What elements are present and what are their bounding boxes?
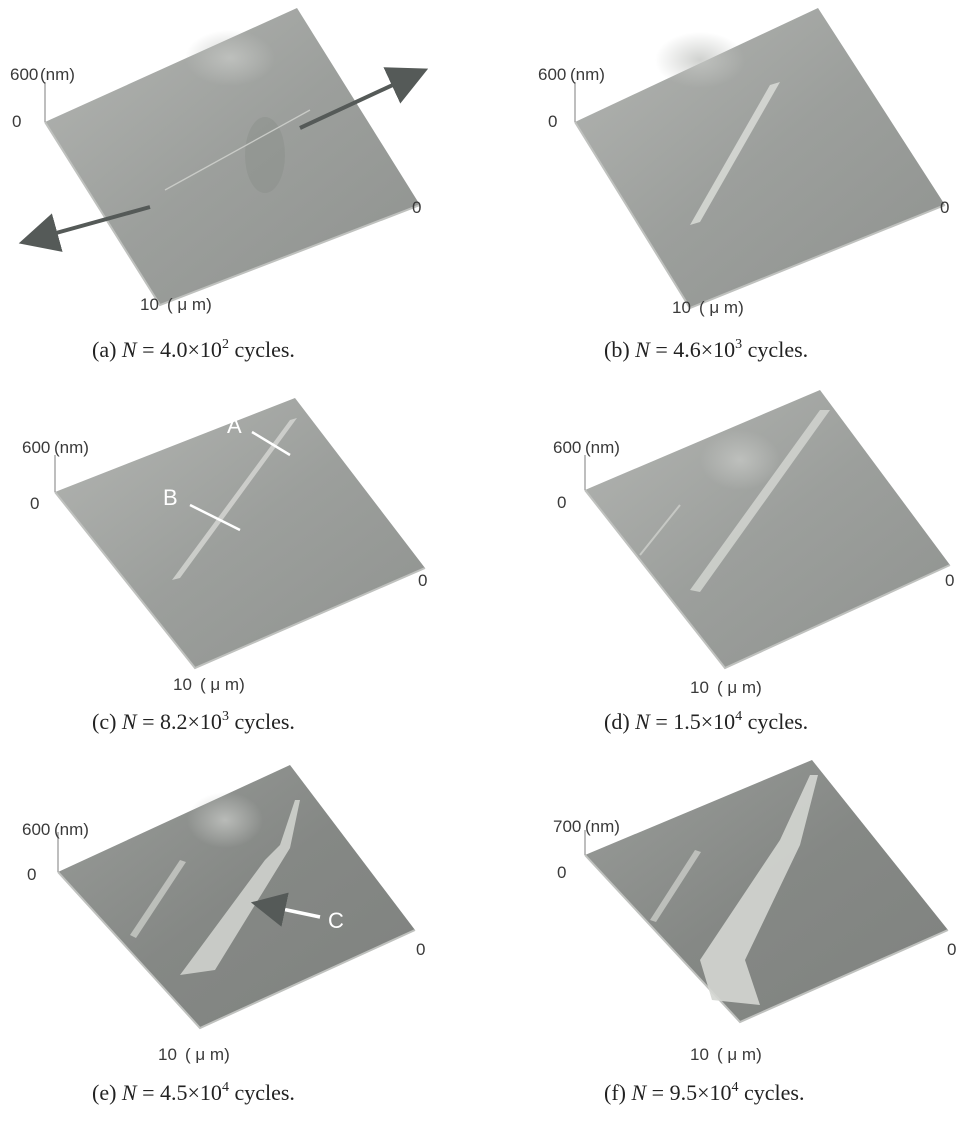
x-unit-e: ( μ m) xyxy=(185,1045,230,1064)
crack-d xyxy=(690,410,830,592)
x-max-a: 10 xyxy=(140,295,159,314)
caption-d: (d) N = 1.5×104 cycles. xyxy=(604,709,808,734)
x-max-c: 10 xyxy=(173,675,192,694)
secondary-crack-e xyxy=(130,860,186,938)
surface-a xyxy=(45,8,420,305)
growth-arrow-a-2 xyxy=(18,205,151,252)
bump-a xyxy=(185,30,275,86)
z-max-a: 600 xyxy=(10,65,38,84)
x-unit-c: ( μ m) xyxy=(200,675,245,694)
z-unit-c: (nm) xyxy=(54,438,89,457)
y-zero-d: 0 xyxy=(945,571,954,590)
panel-c: A B 600 (nm) 0 0 10 ( μ m) (c) N = 8.2×1… xyxy=(22,398,427,734)
z-zero-f: 0 xyxy=(557,863,566,882)
base-edge-c xyxy=(54,491,426,670)
groove-a xyxy=(245,117,285,193)
y-zero-c: 0 xyxy=(418,571,427,590)
caption-b: (b) N = 4.6×103 cycles. xyxy=(604,337,808,362)
label-b: B xyxy=(163,485,178,510)
label-a: A xyxy=(227,413,242,438)
surface-b xyxy=(575,8,945,308)
y-zero-b: 0 xyxy=(940,198,949,217)
z-max-d: 600 xyxy=(553,438,581,457)
base-edge-d xyxy=(584,489,951,670)
surface-e xyxy=(58,765,415,1028)
x-max-d: 10 xyxy=(690,678,709,697)
panel-d: 600 (nm) 0 0 10 ( μ m) (d) N = 1.5×104 c… xyxy=(553,390,954,734)
bump-e xyxy=(187,792,263,848)
z-unit-d: (nm) xyxy=(585,438,620,457)
z-max-b: 600 xyxy=(538,65,566,84)
x-max-e: 10 xyxy=(158,1045,177,1064)
crack-b xyxy=(690,82,780,225)
growth-arrow-a xyxy=(299,67,429,130)
crack-c xyxy=(172,418,297,580)
z-zero-c: 0 xyxy=(30,494,39,513)
x-unit-a: ( μ m) xyxy=(167,295,212,314)
crack-a xyxy=(164,109,311,191)
z-max-f: 700 xyxy=(553,817,581,836)
secondary-crack-f xyxy=(650,850,701,922)
x-max-b: 10 xyxy=(672,298,691,317)
y-zero-a: 0 xyxy=(412,198,421,217)
y-zero-f: 0 xyxy=(947,940,956,959)
panel-f: 700 (nm) 0 0 10 ( μ m) (f) N = 9.5×104 c… xyxy=(553,760,956,1105)
z-max-c: 600 xyxy=(22,438,50,457)
z-zero-b: 0 xyxy=(548,112,557,131)
base-edge-f xyxy=(584,854,949,1024)
crack-f xyxy=(700,775,818,1005)
z-max-e: 600 xyxy=(22,820,50,839)
x-unit-b: ( μ m) xyxy=(699,298,744,317)
surface-c xyxy=(55,398,425,668)
z-unit-a: (nm) xyxy=(40,65,75,84)
y-zero-e: 0 xyxy=(416,940,425,959)
x-unit-d: ( μ m) xyxy=(717,678,762,697)
base-edge-e xyxy=(57,871,416,1030)
panel-b: 600 (nm) 0 0 10 ( μ m) (b) N = 4.6×103 c… xyxy=(538,8,949,362)
z-unit-b: (nm) xyxy=(570,65,605,84)
x-max-f: 10 xyxy=(690,1045,709,1064)
z-zero-e: 0 xyxy=(27,865,36,884)
z-unit-f: (nm) xyxy=(585,817,620,836)
surface-d xyxy=(585,390,950,668)
secondary-crack-d xyxy=(639,504,681,556)
caption-c: (c) N = 8.2×103 cycles. xyxy=(92,709,295,734)
leader-a xyxy=(251,430,291,457)
z-unit-e: (nm) xyxy=(54,820,89,839)
caption-e: (e) N = 4.5×104 cycles. xyxy=(92,1080,295,1105)
leader-b xyxy=(189,503,241,532)
z-zero-a: 0 xyxy=(12,112,21,131)
caption-f: (f) N = 9.5×104 cycles. xyxy=(604,1080,804,1105)
bump-d xyxy=(700,430,780,490)
caption-a: (a) N = 4.0×102 cycles. xyxy=(92,337,295,362)
base-edge-a xyxy=(44,121,421,307)
bump-b xyxy=(655,32,745,88)
panel-e: C 600 (nm) 0 0 10 ( μ m) (e) N = 4.5×104… xyxy=(22,765,425,1105)
label-c: C xyxy=(328,908,344,933)
z-zero-d: 0 xyxy=(557,493,566,512)
panel-a: 600 (nm) 0 0 10 ( μ m) (a) N = 4.0×102 c… xyxy=(10,8,429,362)
x-unit-f: ( μ m) xyxy=(717,1045,762,1064)
base-edge-b xyxy=(574,121,946,310)
pointer-c xyxy=(250,892,321,927)
